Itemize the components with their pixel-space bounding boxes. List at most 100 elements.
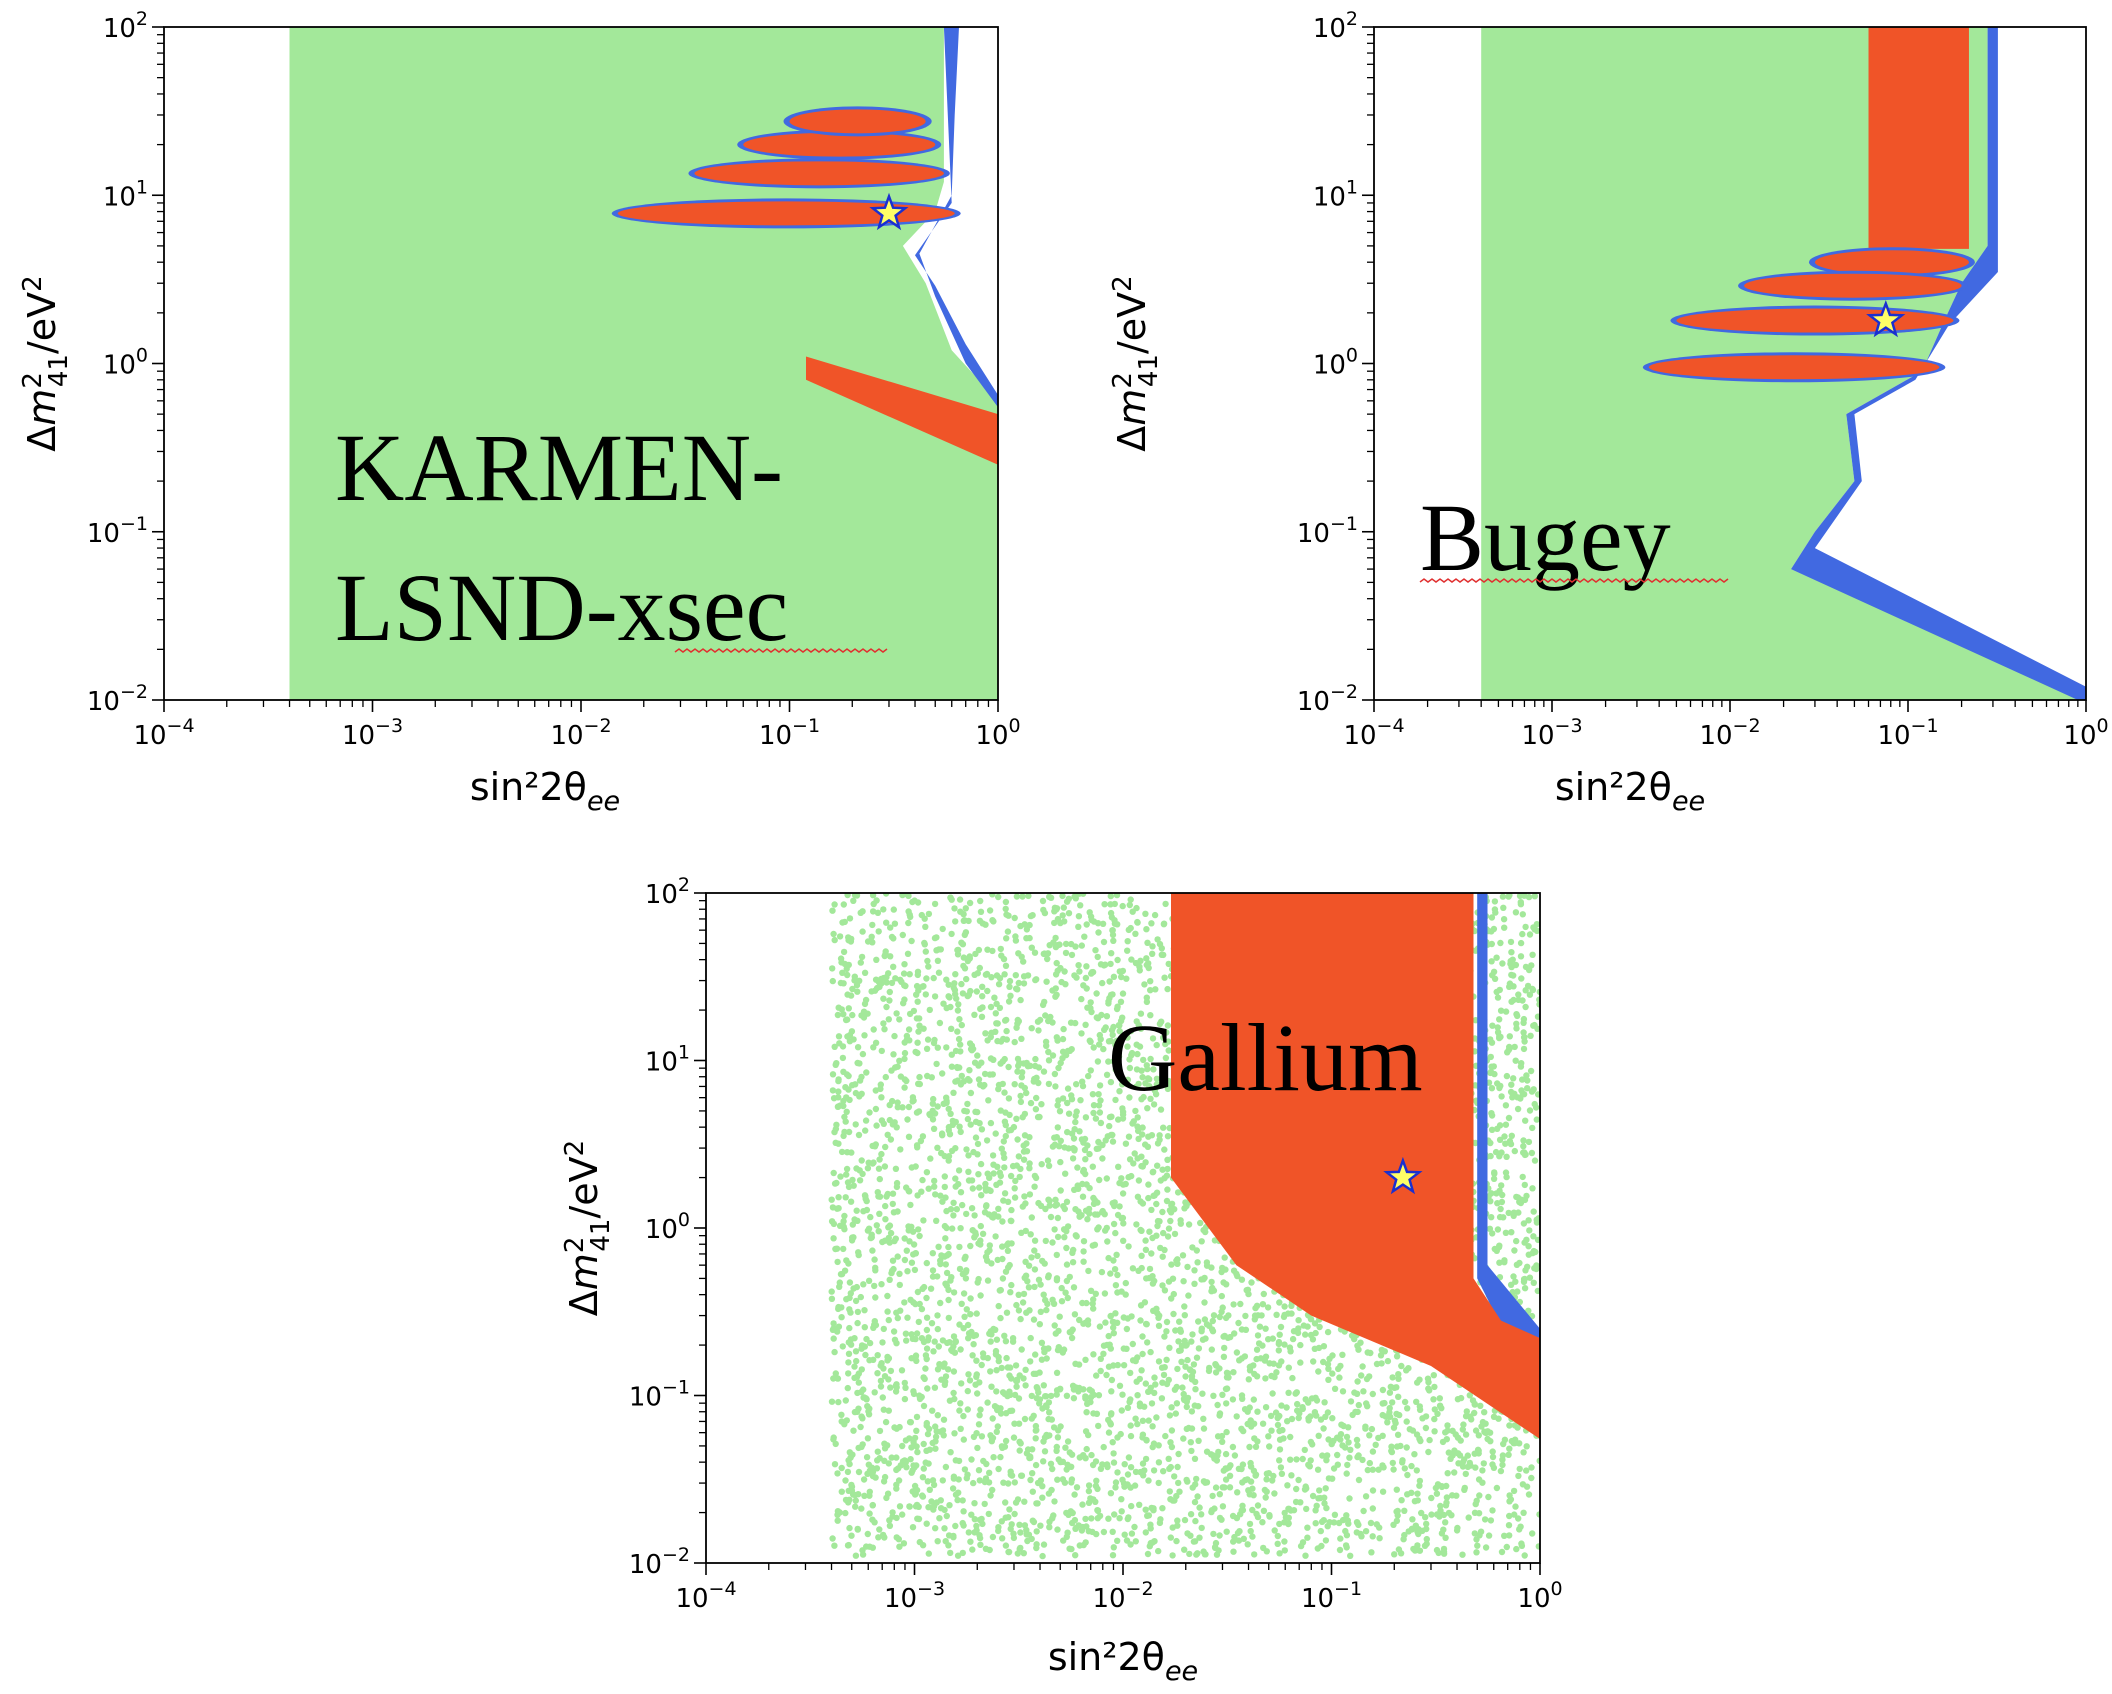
green-point	[859, 928, 866, 935]
green-point	[1413, 1431, 1421, 1438]
green-point	[845, 1499, 852, 1506]
green-point	[1491, 1245, 1499, 1253]
green-point	[841, 1113, 848, 1121]
green-point	[977, 908, 985, 915]
green-point	[1057, 1187, 1064, 1194]
green-point	[1161, 974, 1168, 981]
green-point	[1425, 1379, 1432, 1386]
green-point	[1393, 1486, 1401, 1493]
green-point	[934, 1144, 941, 1152]
green-point	[1510, 1440, 1517, 1447]
green-point	[1262, 1494, 1269, 1501]
green-point	[1233, 1349, 1241, 1356]
green-point	[1138, 1162, 1145, 1170]
green-point	[1114, 956, 1121, 964]
green-point	[1156, 1132, 1163, 1139]
green-point	[1253, 1302, 1261, 1310]
green-point	[1263, 1476, 1270, 1483]
green-point	[1085, 1205, 1093, 1213]
plot-area	[1481, 27, 2086, 700]
green-point	[838, 1464, 845, 1472]
green-point	[894, 1208, 901, 1215]
green-point	[1005, 1264, 1012, 1271]
green-point	[1154, 1162, 1161, 1169]
green-point	[1231, 1452, 1239, 1459]
green-point	[888, 1454, 895, 1461]
green-point	[1096, 1109, 1104, 1116]
green-point	[1369, 1448, 1377, 1455]
green-point	[1149, 1423, 1156, 1430]
green-point	[984, 1170, 991, 1177]
green-point	[1014, 1055, 1022, 1063]
green-point	[893, 1179, 901, 1187]
green-point	[1530, 924, 1537, 931]
green-point	[1145, 1194, 1152, 1202]
green-point	[937, 1299, 944, 1307]
green-point	[1187, 1439, 1195, 1446]
green-point	[1149, 1169, 1157, 1176]
green-point	[1108, 1388, 1115, 1395]
green-point	[1124, 1043, 1131, 1050]
green-point	[1216, 1532, 1223, 1539]
green-point	[1235, 1537, 1243, 1544]
green-point	[1336, 1546, 1344, 1554]
green-point	[1244, 1476, 1251, 1483]
green-point	[847, 1198, 855, 1205]
green-point	[1496, 1033, 1503, 1040]
green-point	[929, 1407, 936, 1414]
green-point	[866, 1510, 873, 1517]
green-point	[1513, 1545, 1520, 1553]
green-point	[897, 1307, 904, 1314]
green-point	[1444, 1427, 1451, 1434]
green-point	[873, 956, 880, 963]
green-point	[1476, 1492, 1483, 1499]
green-point	[845, 1359, 852, 1366]
green-point	[1421, 1542, 1429, 1550]
green-point	[1147, 1055, 1154, 1063]
green-point	[925, 910, 933, 918]
green-point	[1197, 1219, 1204, 1227]
green-point	[1118, 1407, 1126, 1414]
green-point	[1497, 1205, 1504, 1213]
green-point	[967, 1311, 974, 1318]
green-point	[990, 1170, 997, 1177]
green-point	[1386, 1413, 1394, 1421]
green-point	[1051, 1070, 1059, 1078]
green-point	[989, 893, 996, 898]
green-point	[1448, 1512, 1455, 1519]
green-point	[981, 1500, 988, 1508]
green-point	[1526, 991, 1534, 998]
green-point	[1239, 1395, 1246, 1403]
green-point	[996, 1004, 1004, 1012]
green-point	[871, 1143, 879, 1150]
green-point	[1032, 1055, 1039, 1063]
green-point	[1170, 1310, 1177, 1318]
green-point	[834, 1470, 841, 1477]
green-point	[920, 1025, 927, 1032]
red-island-2	[1744, 273, 1962, 298]
green-point	[1284, 1418, 1291, 1425]
green-point	[1403, 1444, 1410, 1451]
green-point	[1110, 1058, 1117, 1065]
green-point	[1506, 1043, 1513, 1051]
green-point	[1027, 1334, 1034, 1342]
green-point	[960, 1290, 968, 1297]
green-point	[1025, 893, 1032, 900]
green-point	[901, 982, 908, 989]
green-point	[1036, 1113, 1043, 1121]
green-point	[950, 1532, 957, 1540]
green-point	[901, 1235, 908, 1242]
green-point	[919, 1474, 927, 1481]
green-point	[1128, 1502, 1135, 1510]
green-point	[1219, 1304, 1226, 1311]
green-point	[939, 1198, 946, 1205]
green-point	[1472, 1500, 1479, 1508]
green-point	[1465, 1514, 1472, 1521]
green-point	[1065, 910, 1073, 917]
green-point	[843, 1171, 850, 1178]
green-point	[1114, 1537, 1121, 1545]
green-point	[1093, 1145, 1101, 1153]
green-point	[948, 1063, 956, 1070]
green-point	[1480, 1460, 1488, 1467]
green-point	[904, 950, 912, 957]
